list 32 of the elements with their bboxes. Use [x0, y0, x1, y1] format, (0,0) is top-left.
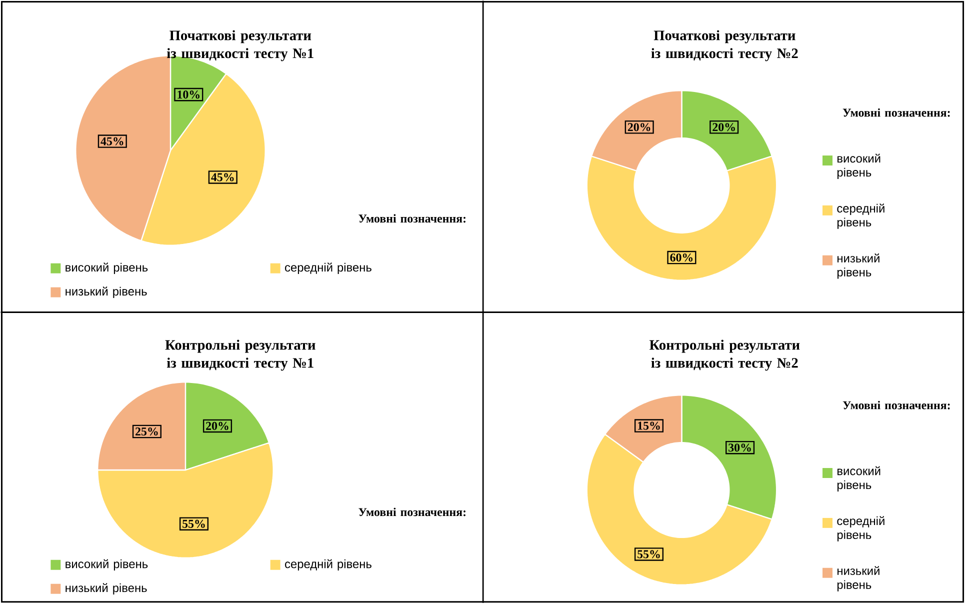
chart-title: Контрольні результати із швидкості тесту №1: [165, 340, 316, 371]
data-label: 30%: [728, 444, 751, 452]
data-label: 10%: [178, 90, 200, 99]
legend-label: високий рівень: [837, 154, 880, 180]
legend-label: середній рівень: [285, 262, 372, 274]
legend-label: низький рівень: [837, 566, 880, 592]
chart-title: Початкові результати із швидкості тесту №2: [651, 30, 798, 62]
chart-title: Контрольні результати із швидкості тесту №2: [650, 340, 800, 371]
data-label: 20%: [712, 123, 735, 132]
data-label: 55%: [638, 550, 660, 558]
data-label: 20%: [628, 123, 650, 132]
data-label: 55%: [182, 520, 205, 528]
data-label: 45%: [100, 137, 124, 146]
data-label: 25%: [136, 428, 158, 436]
legend-label: високий рівень: [66, 262, 148, 274]
legend-title: Умовні позначення:: [842, 401, 950, 410]
data-label: 60%: [670, 254, 693, 262]
legend-label: середній рівень: [837, 516, 884, 542]
legend-label: низький рівень: [66, 286, 147, 298]
legend-label: низький рівень: [66, 583, 147, 595]
legend-label: високий рівень: [837, 466, 880, 492]
data-label: 20%: [206, 422, 228, 430]
legend-title: Умовні позначення:: [842, 108, 950, 118]
chart-title: Початкові результати із швидкості тесту №1: [166, 30, 314, 62]
data-label: 45%: [211, 173, 234, 182]
legend-label: середній рівень: [837, 204, 884, 230]
data-label: 15%: [638, 422, 660, 430]
legend-label: високий рівень: [66, 559, 148, 571]
legend-title: Умовні позначення:: [358, 214, 466, 223]
legend-title: Умовні позначення:: [358, 508, 466, 516]
legend-label: середній рівень: [285, 559, 372, 571]
legend-label: низький рівень: [837, 254, 880, 280]
